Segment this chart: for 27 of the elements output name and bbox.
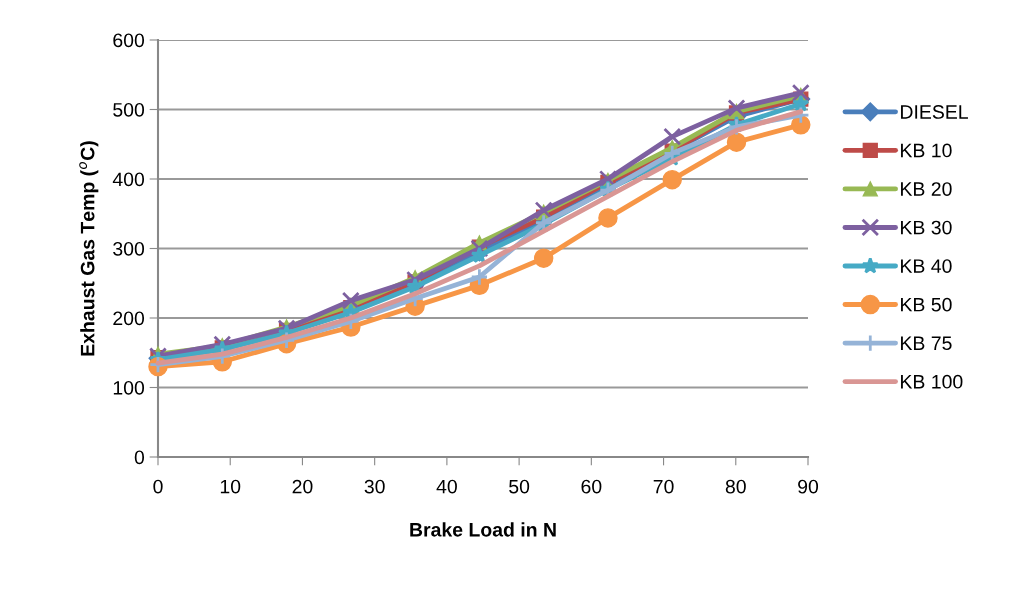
legend-label: DIESEL	[901, 105, 968, 119]
x-tick-label: 20	[292, 479, 313, 494]
y-tick-label: 300	[113, 241, 145, 256]
x-tick-label: 50	[509, 479, 530, 494]
x-tick-label: 80	[725, 479, 746, 494]
y-axis-title: Exhaust Gas Temp ($^{o}$C)	[79, 141, 99, 356]
y-tick-label: 600	[113, 33, 145, 48]
legend-label: KB 50	[901, 297, 952, 312]
legend-label: KB 40	[901, 259, 952, 273]
x-axis-title: Brake Load in N	[410, 522, 556, 537]
x-tick-label: 70	[653, 479, 674, 494]
y-tick-label: 500	[113, 102, 145, 117]
x-tick-label: 40	[436, 479, 457, 494]
x-tick-label: 90	[798, 479, 819, 494]
legend-label: KB 75	[901, 336, 952, 351]
legend-label: KB 20	[901, 182, 952, 196]
legend-label: KB 10	[901, 143, 952, 158]
x-tick-label: 60	[581, 479, 602, 494]
x-tick-label: 30	[364, 479, 385, 494]
legend-label: KB 100	[901, 374, 963, 389]
y-tick-label: 100	[113, 380, 145, 395]
y-tick-label: 0	[134, 450, 145, 465]
y-tick-label: 400	[112, 172, 145, 187]
y-tick-label: 200	[113, 311, 145, 326]
x-tick-label: 0	[153, 479, 163, 494]
x-tick-label: 10	[220, 479, 241, 494]
legend-label: KB 30	[901, 220, 952, 235]
